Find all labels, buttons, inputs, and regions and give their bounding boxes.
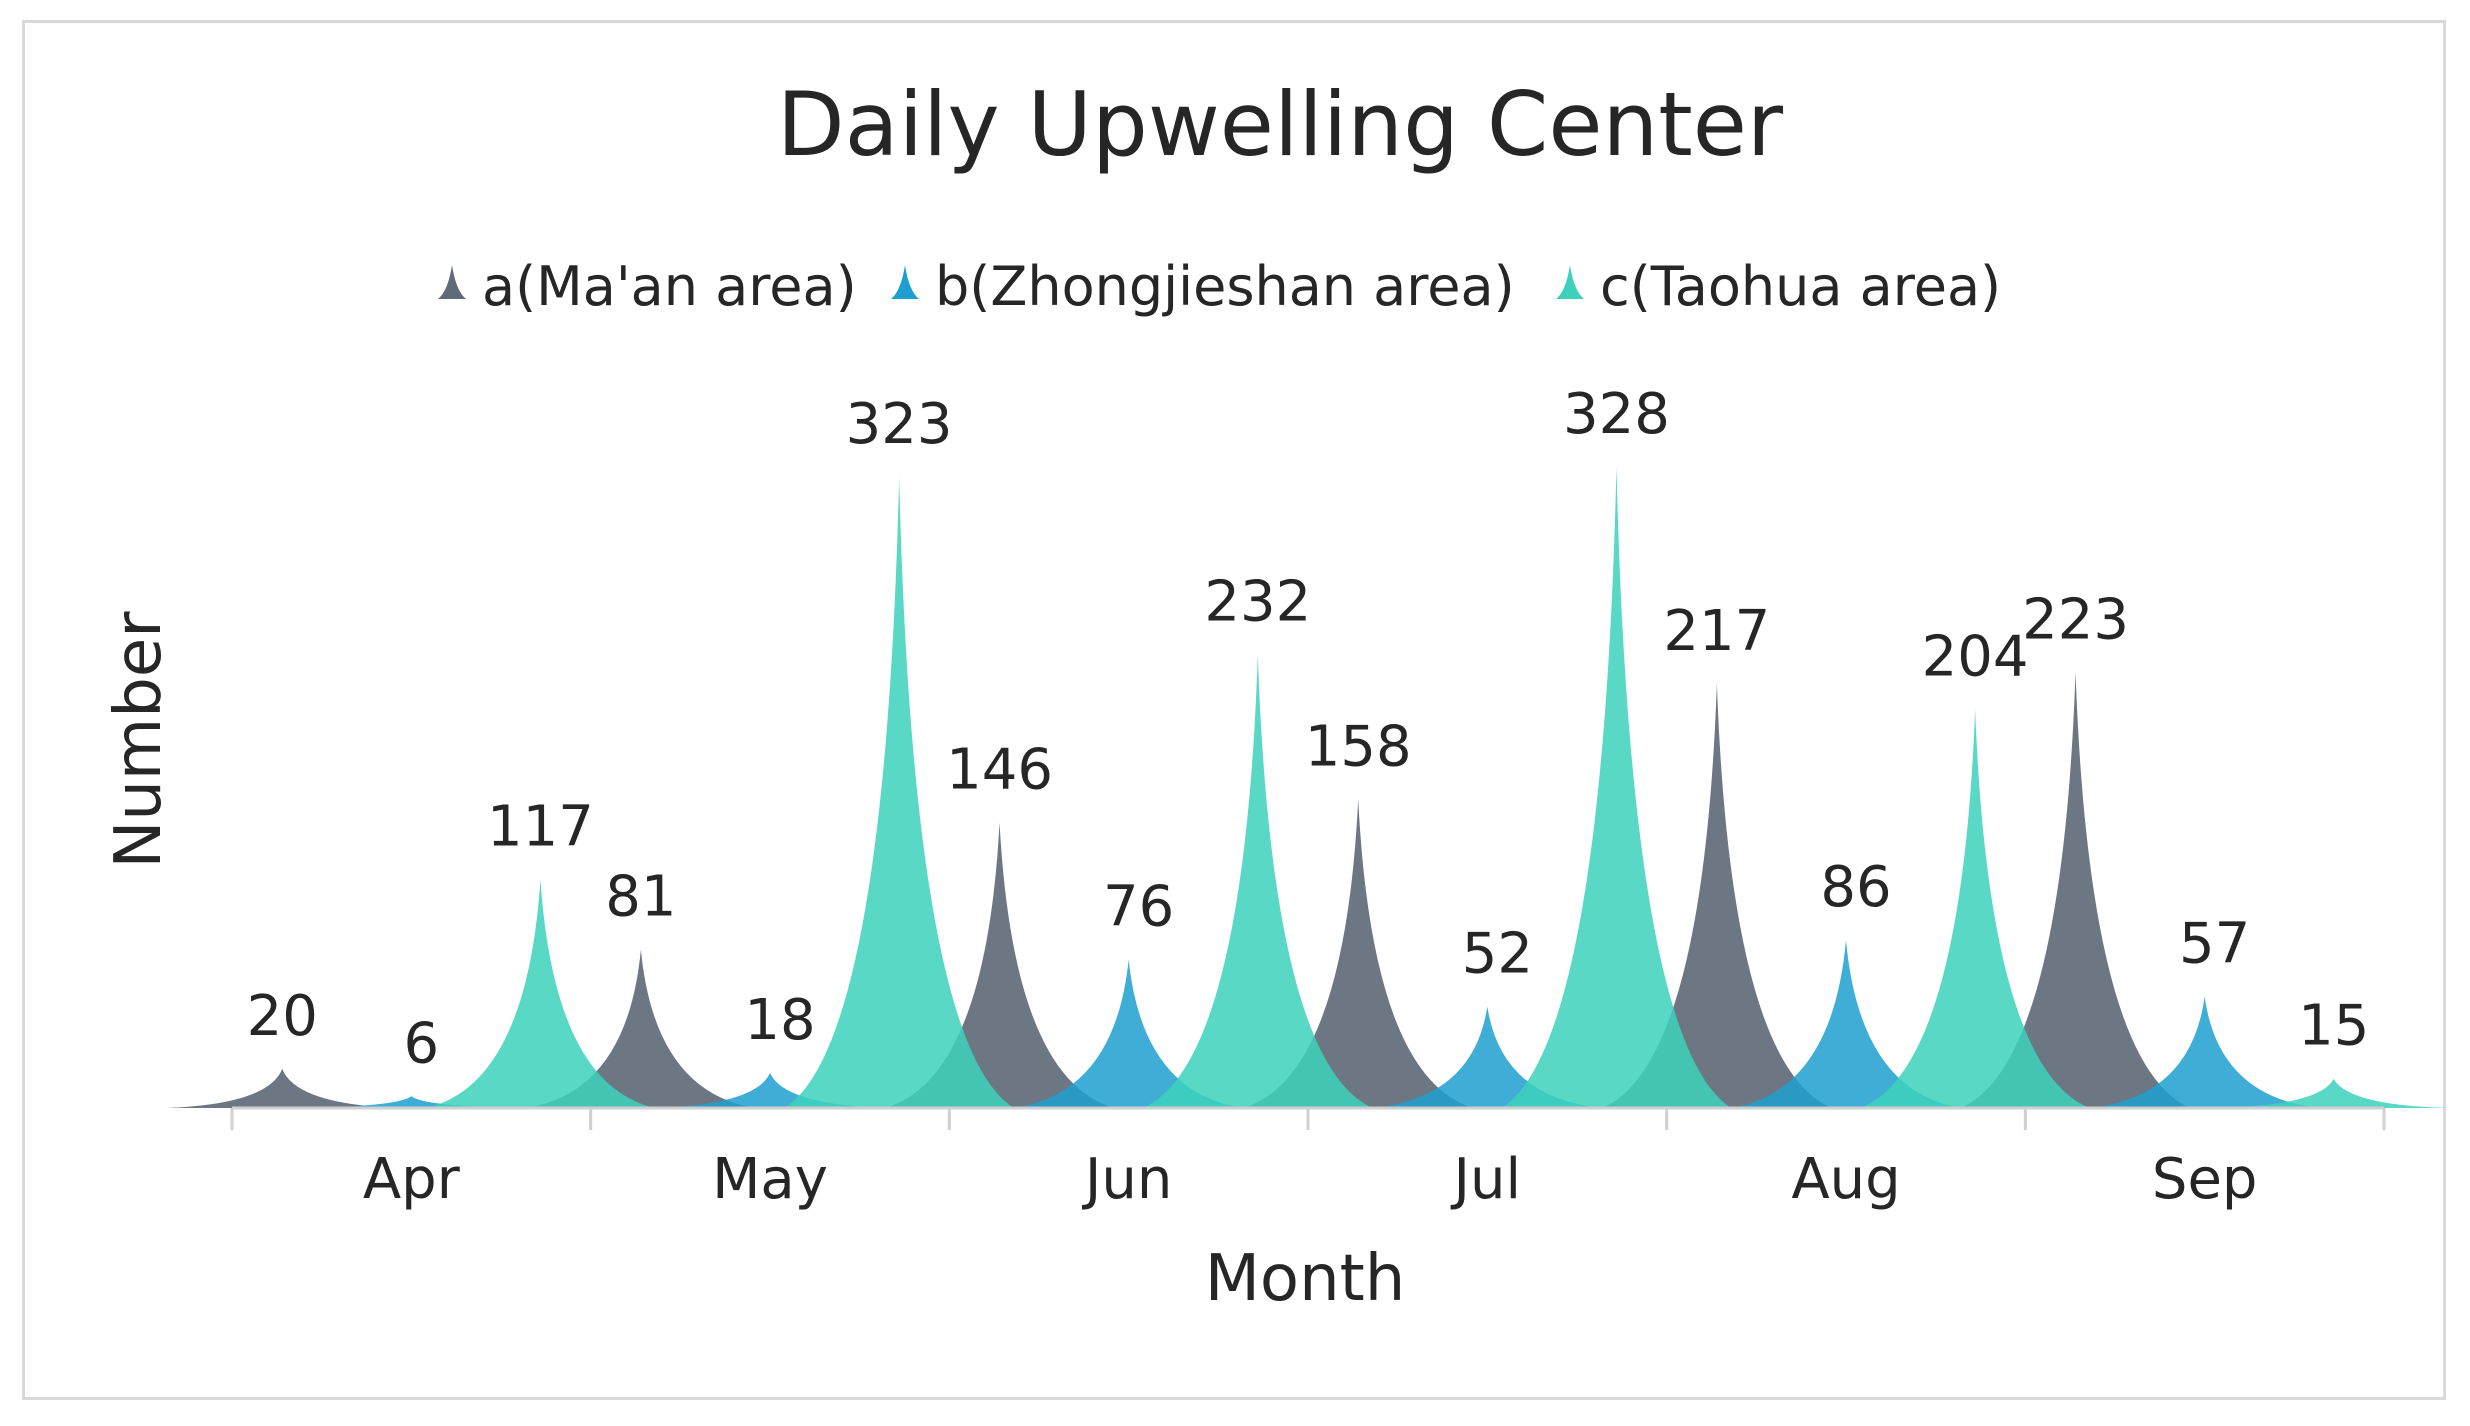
- x-tick-label-jul: Jul: [1451, 1147, 1522, 1212]
- data-label-jun-series-1: 146: [946, 738, 1053, 803]
- peak-jun-series-2: [1013, 959, 1244, 1108]
- legend-marker-3: [1556, 265, 1584, 299]
- x-axis-title: Month: [1205, 1242, 1406, 1316]
- x-tick-label-jun: Jun: [1082, 1147, 1173, 1212]
- peak-aug-series-3: [1860, 709, 2090, 1108]
- data-label-jun-series-2: 76: [1103, 875, 1174, 940]
- data-label-apr-series-2: 6: [404, 1011, 440, 1076]
- peak-jun-series-1: [884, 822, 1115, 1108]
- peak-may-series-3: [784, 476, 1014, 1108]
- peak-apr-series-2: [296, 1096, 527, 1108]
- legend-marker-2: [891, 265, 919, 299]
- data-label-may-series-2: 18: [744, 988, 815, 1053]
- data-label-sep-series-2: 57: [2179, 912, 2250, 977]
- x-tick-label-aug: Aug: [1791, 1147, 1900, 1212]
- peak-apr-series-3: [425, 879, 656, 1108]
- data-label-apr-series-1: 20: [247, 984, 318, 1049]
- chart-title: Daily Upwelling Center: [777, 73, 1784, 176]
- x-tick-label-sep: Sep: [2152, 1147, 2258, 1212]
- x-tick-label-may: May: [712, 1147, 828, 1212]
- data-label-aug-series-1: 217: [1663, 599, 1770, 664]
- legend: a(Ma'an area) b(Zhongjieshan area) c(Taohu…: [438, 255, 2001, 318]
- legend-label-1: a(Ma'an area): [482, 255, 857, 318]
- legend-label-2: b(Zhongjieshan area): [935, 255, 1515, 318]
- data-label-sep-series-3: 15: [2298, 994, 2369, 1059]
- peak-may-series-1: [526, 949, 756, 1108]
- peak-sep-series-2: [2089, 996, 2320, 1108]
- data-label-aug-series-3: 204: [1922, 624, 2029, 689]
- peak-sep-series-1: [1960, 672, 2191, 1108]
- data-label-jul-series-3: 328: [1563, 382, 1670, 447]
- y-axis-title: Number: [102, 611, 176, 869]
- data-label-jun-series-3: 232: [1204, 570, 1311, 635]
- peak-sep-series-3: [2219, 1078, 2449, 1108]
- data-label-jul-series-1: 158: [1305, 714, 1412, 779]
- peak-aug-series-1: [1602, 684, 1832, 1108]
- x-axis: Apr May Jun Jul Aug Sep: [230, 1106, 2386, 1212]
- chart-frame: [22, 20, 2446, 1400]
- data-label-may-series-1: 81: [605, 865, 676, 930]
- peak-apr-series-1: [167, 1068, 397, 1108]
- data-label-may-series-3: 323: [846, 392, 953, 457]
- legend-marker-1: [438, 265, 466, 299]
- peak-jul-series-2: [1372, 1006, 1603, 1108]
- peak-jun-series-3: [1143, 654, 1373, 1108]
- data-label-sep-series-1: 223: [2022, 587, 2129, 652]
- peak-jul-series-3: [1501, 467, 1732, 1108]
- data-label-apr-series-3: 117: [487, 794, 594, 859]
- peak-aug-series-2: [1731, 939, 1961, 1108]
- peak-jul-series-1: [1243, 799, 1473, 1108]
- legend-label-3: c(Taohua area): [1600, 255, 2001, 318]
- peak-may-series-2: [655, 1072, 885, 1108]
- data-label-aug-series-2: 86: [1820, 855, 1891, 920]
- data-label-jul-series-2: 52: [1462, 921, 1533, 986]
- plot-area: 20 81 146 158 217 223 6 18 76 52 86 57 117 323 232 328 2…: [167, 382, 2449, 1108]
- x-tick-label-apr: Apr: [363, 1147, 461, 1212]
